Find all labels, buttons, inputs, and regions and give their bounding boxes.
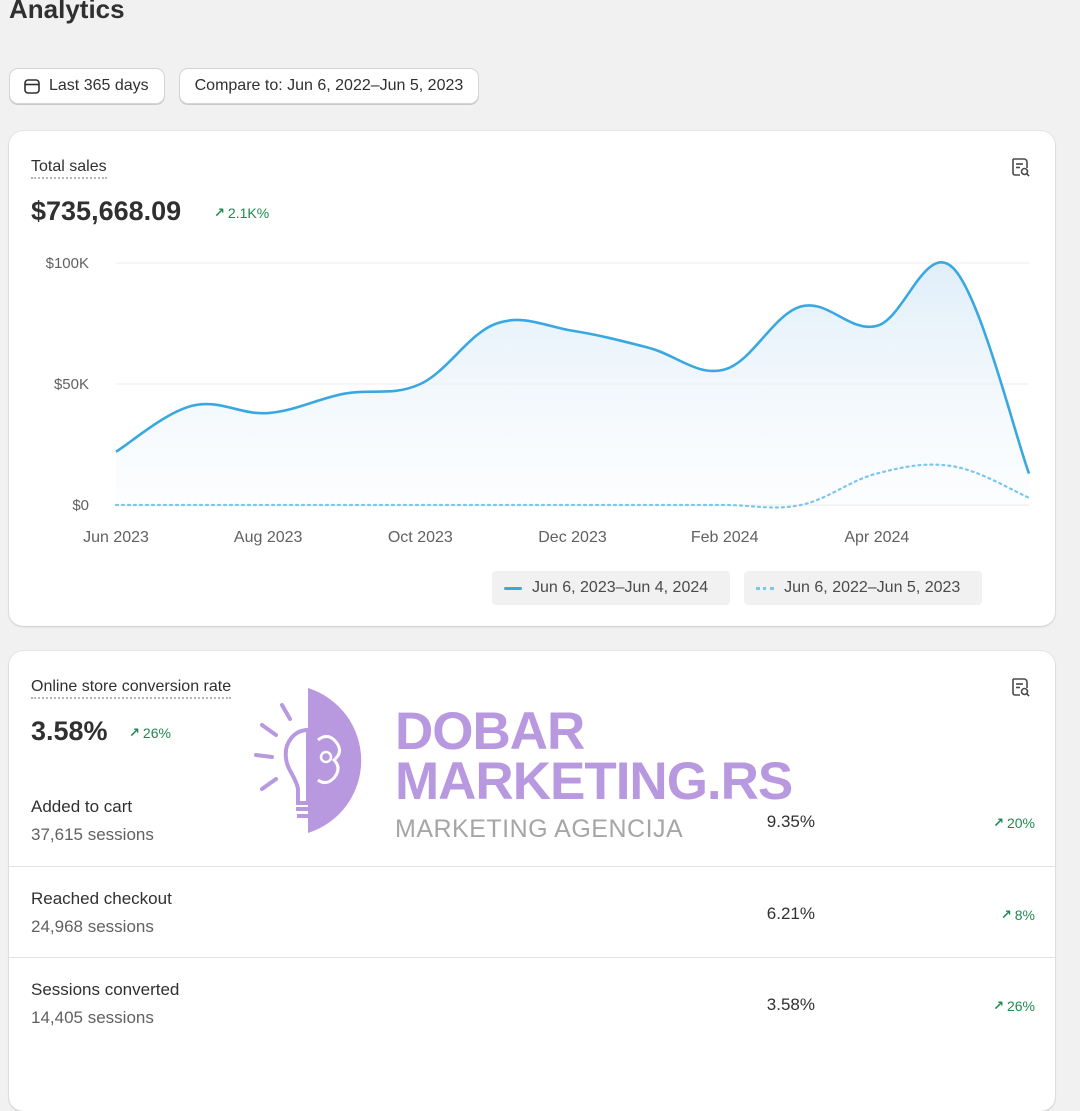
total-sales-label[interactable]: Total sales [31, 158, 107, 179]
series-area-current [116, 262, 1029, 505]
row-delta-value: 8% [1014, 907, 1035, 923]
conversion-delta: ↗ 26% [129, 725, 171, 741]
series-line-previous [114, 463, 1031, 509]
solid-line-swatch [504, 586, 522, 590]
legend-item-current[interactable]: Jun 6, 2023–Jun 4, 2024 [492, 571, 731, 605]
dotted-line-swatch [756, 586, 775, 590]
chart-legend: Jun 6, 2023–Jun 4, 2024 Jun 6, 2022–Jun … [492, 571, 983, 605]
x-tick-label: Jun 2023 [83, 529, 149, 546]
legend-item-previous[interactable]: Jun 6, 2022–Jun 5, 2023 [744, 571, 983, 605]
funnel-row-sessions-converted: Sessions converted 14,405 sessions 3.58%… [9, 957, 1055, 1048]
row-percent: 6.21% [766, 904, 815, 923]
report-icon[interactable] [1009, 676, 1031, 698]
y-tick-label: $0 [72, 497, 89, 514]
legend-label-current: Jun 6, 2023–Jun 4, 2024 [532, 579, 709, 596]
x-tick-label: Feb 2024 [691, 529, 759, 546]
total-sales-delta-value: 2.1K% [227, 205, 270, 221]
y-tick-label: $50K [54, 376, 89, 393]
row-name: Added to cart [31, 797, 133, 816]
arrow-up-right-icon: ↗ [129, 725, 140, 740]
arrow-up-right-icon: ↗ [214, 205, 225, 220]
total-sales-value: $735,668.09 [31, 196, 182, 226]
sales-chart: $100K $50K $0 Jun 2023 Aug 2023 Oct 2023 Dec 2… [46, 255, 1031, 546]
conversion-card: Online store conversion rate 3.58% ↗ 26%… [9, 651, 1055, 1111]
row-delta: ↗ 26% [993, 998, 1035, 1014]
arrow-up-right-icon: ↗ [1000, 907, 1012, 922]
page-title: Analytics [9, 0, 125, 24]
compare-label: Compare to: Jun 6, 2022–Jun 5, 2023 [194, 77, 464, 94]
row-delta-value: 20% [1006, 815, 1035, 831]
row-delta-value: 26% [1006, 998, 1035, 1014]
y-tick-label: $100K [46, 255, 89, 272]
date-range-button[interactable]: Last 365 days [9, 68, 165, 104]
funnel-row-added-to-cart: Added to cart 37,615 sessions 9.35% ↗ 20… [9, 775, 1055, 866]
row-delta: ↗ 8% [1001, 907, 1035, 923]
row-name: Reached checkout [31, 889, 172, 908]
total-sales-delta: ↗ 2.1K% [214, 205, 269, 221]
x-tick-label: Aug 2023 [234, 529, 303, 546]
arrow-up-right-icon: ↗ [993, 998, 1004, 1013]
row-sessions: 24,968 sessions [31, 917, 154, 936]
conversion-label[interactable]: Online store conversion rate [31, 678, 232, 699]
compare-button[interactable]: Compare to: Jun 6, 2022–Jun 5, 2023 [178, 68, 480, 104]
x-tick-label: Oct 2023 [388, 529, 453, 546]
row-percent: 3.58% [766, 995, 815, 1014]
row-percent: 9.35% [766, 812, 815, 831]
row-name: Sessions converted [31, 980, 180, 999]
row-sessions: 37,615 sessions [31, 825, 154, 844]
date-range-label: Last 365 days [49, 77, 149, 94]
arrow-up-right-icon: ↗ [993, 815, 1004, 830]
series-line-current [115, 261, 1031, 474]
conversion-value: 3.58% [31, 716, 108, 746]
row-delta: ↗ 20% [993, 815, 1035, 831]
conversion-delta-value: 26% [142, 725, 171, 741]
legend-label-previous: Jun 6, 2022–Jun 5, 2023 [784, 579, 961, 596]
report-icon[interactable] [1009, 156, 1031, 178]
calendar-icon [24, 79, 40, 94]
x-tick-label: Apr 2024 [844, 529, 909, 546]
filter-bar: Last 365 days Compare to: Jun 6, 2022–Ju… [9, 68, 480, 104]
x-tick-label: Dec 2023 [538, 529, 607, 546]
total-sales-card: Total sales $735,668.09 ↗ 2.1K% $100K $50… [9, 131, 1055, 626]
row-sessions: 14,405 sessions [31, 1008, 154, 1027]
funnel-row-reached-checkout: Reached checkout 24,968 sessions 6.21% ↗… [9, 866, 1055, 957]
